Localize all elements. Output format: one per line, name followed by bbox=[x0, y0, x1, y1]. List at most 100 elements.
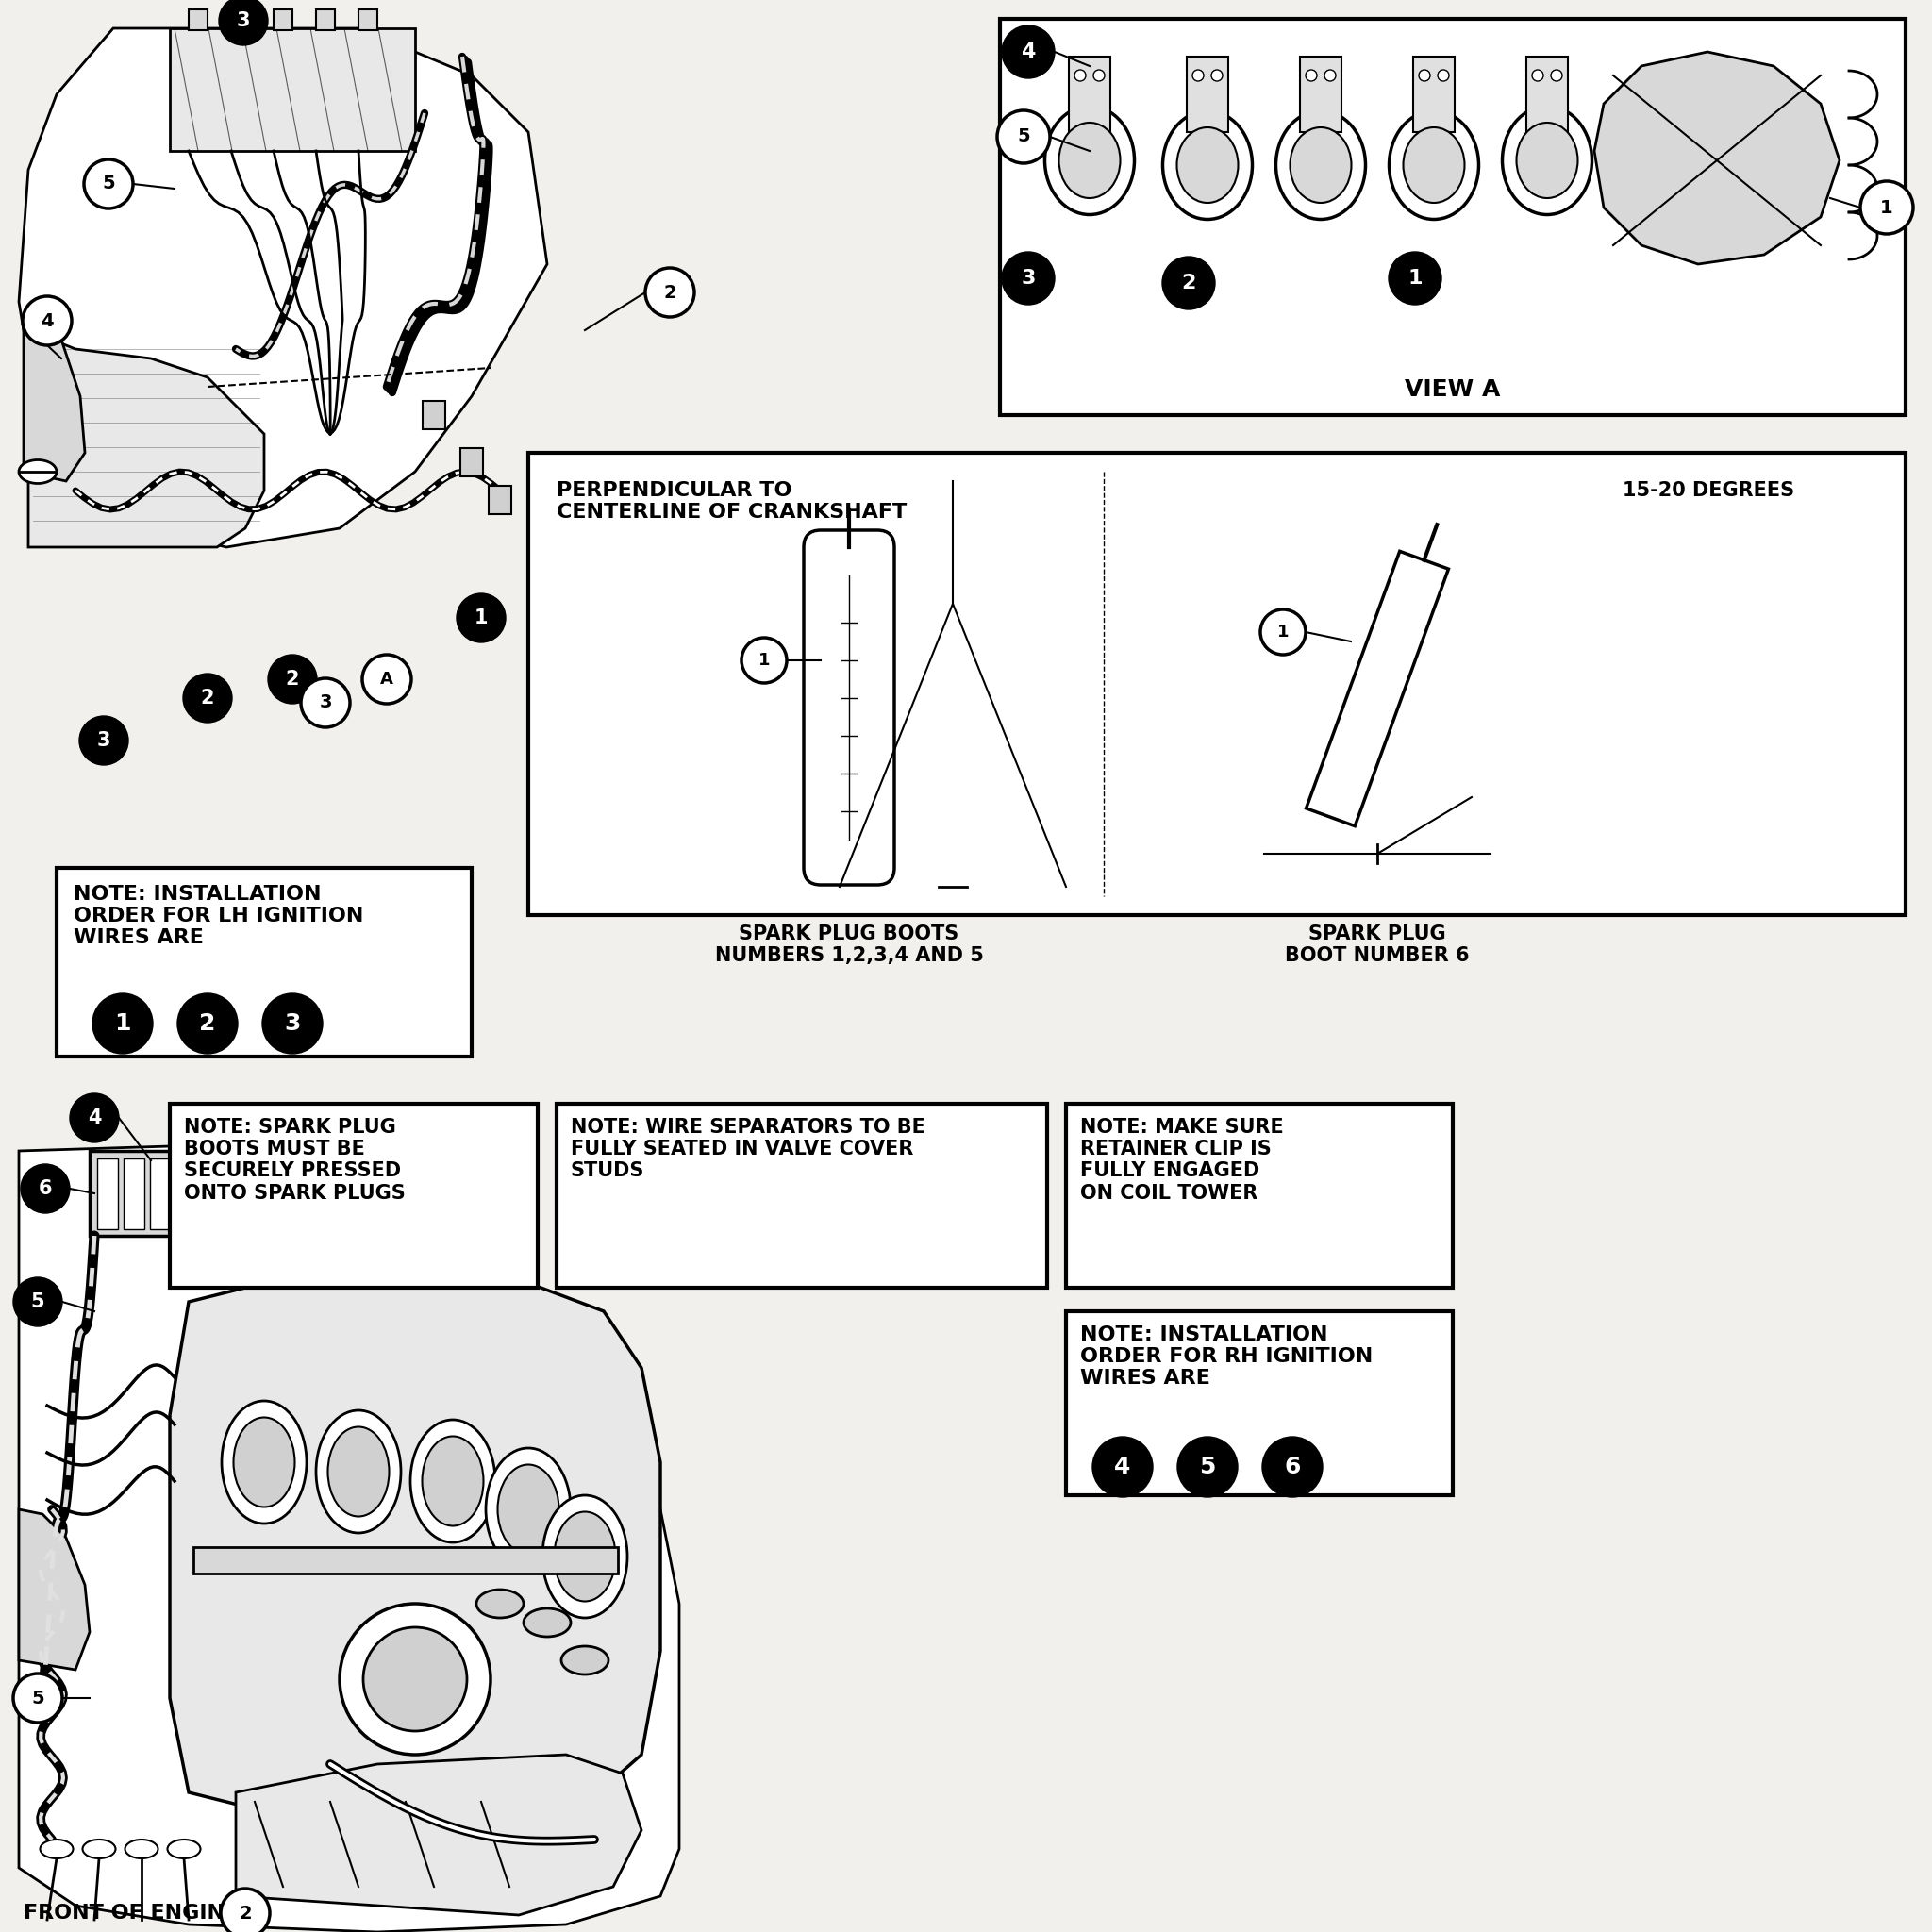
Text: 4: 4 bbox=[87, 1109, 100, 1126]
Circle shape bbox=[218, 0, 269, 44]
Text: 3: 3 bbox=[319, 694, 332, 711]
Bar bbox=[232, 10, 249, 31]
Text: NOTE: SPARK PLUG
BOOTS MUST BE
SECURELY PRESSED
ONTO SPARK PLUGS: NOTE: SPARK PLUG BOOTS MUST BE SECURELY … bbox=[184, 1119, 406, 1202]
Text: 4: 4 bbox=[1020, 43, 1036, 62]
Text: 4: 4 bbox=[1115, 1455, 1130, 1478]
Text: PERPENDICULAR TO
CENTERLINE OF CRANKSHAFT: PERPENDICULAR TO CENTERLINE OF CRANKSHAF… bbox=[556, 481, 906, 522]
Text: 6: 6 bbox=[1285, 1455, 1300, 1478]
Circle shape bbox=[14, 1673, 62, 1723]
Circle shape bbox=[1177, 1437, 1238, 1497]
Bar bbox=[359, 10, 377, 31]
Ellipse shape bbox=[543, 1495, 628, 1617]
Circle shape bbox=[301, 678, 350, 726]
Circle shape bbox=[1437, 70, 1449, 81]
Bar bbox=[1412, 56, 1455, 131]
Text: 1: 1 bbox=[114, 1012, 131, 1036]
Bar bbox=[89, 1151, 184, 1236]
Bar bbox=[1300, 56, 1341, 131]
Ellipse shape bbox=[328, 1428, 388, 1517]
Polygon shape bbox=[23, 321, 85, 481]
Polygon shape bbox=[170, 1273, 661, 1839]
Text: 5: 5 bbox=[1016, 128, 1030, 145]
Text: SPARK PLUG
BOOT NUMBER 6: SPARK PLUG BOOT NUMBER 6 bbox=[1285, 925, 1470, 966]
Ellipse shape bbox=[19, 460, 56, 483]
Text: NOTE: WIRE SEPARATORS TO BE
FULLY SEATED IN VALVE COVER
STUDS: NOTE: WIRE SEPARATORS TO BE FULLY SEATED… bbox=[570, 1119, 925, 1180]
Ellipse shape bbox=[562, 1646, 609, 1675]
Ellipse shape bbox=[524, 1609, 570, 1636]
Text: 4: 4 bbox=[41, 311, 54, 330]
Circle shape bbox=[1260, 609, 1306, 655]
Bar bbox=[527, 452, 1905, 916]
Text: 5: 5 bbox=[1200, 1455, 1215, 1478]
Circle shape bbox=[1389, 251, 1441, 305]
Circle shape bbox=[269, 655, 317, 703]
Bar bbox=[317, 10, 334, 31]
Ellipse shape bbox=[1503, 106, 1592, 214]
Circle shape bbox=[79, 717, 128, 765]
Circle shape bbox=[1192, 70, 1204, 81]
Circle shape bbox=[178, 993, 238, 1053]
Ellipse shape bbox=[554, 1511, 616, 1602]
Circle shape bbox=[742, 638, 786, 684]
Circle shape bbox=[1074, 70, 1086, 81]
Bar bbox=[170, 1103, 537, 1289]
Ellipse shape bbox=[1059, 122, 1121, 199]
Text: 3: 3 bbox=[284, 1012, 301, 1036]
Circle shape bbox=[1306, 70, 1318, 81]
Text: 2: 2 bbox=[201, 688, 214, 707]
Circle shape bbox=[1094, 70, 1105, 81]
Ellipse shape bbox=[83, 1839, 116, 1859]
Bar bbox=[423, 402, 444, 429]
Text: 2: 2 bbox=[1180, 274, 1196, 292]
Bar bbox=[1066, 1103, 1453, 1289]
Bar bbox=[489, 485, 512, 514]
Ellipse shape bbox=[234, 1418, 296, 1507]
Text: 5: 5 bbox=[31, 1689, 44, 1708]
Circle shape bbox=[1262, 1437, 1323, 1497]
Text: 1: 1 bbox=[1408, 269, 1422, 288]
Circle shape bbox=[220, 1889, 270, 1932]
Ellipse shape bbox=[1517, 122, 1578, 199]
Bar bbox=[193, 1548, 618, 1573]
Circle shape bbox=[1092, 1437, 1153, 1497]
Text: 6: 6 bbox=[39, 1179, 52, 1198]
Text: 1: 1 bbox=[1880, 199, 1893, 216]
Circle shape bbox=[21, 1165, 70, 1213]
Ellipse shape bbox=[485, 1449, 570, 1571]
Bar bbox=[274, 10, 292, 31]
Bar bbox=[1001, 19, 1905, 415]
Text: NOTE: MAKE SURE
RETAINER CLIP IS
FULLY ENGAGED
ON COIL TOWER: NOTE: MAKE SURE RETAINER CLIP IS FULLY E… bbox=[1080, 1119, 1283, 1202]
Bar bbox=[1526, 56, 1569, 131]
Text: 1: 1 bbox=[757, 651, 771, 668]
Polygon shape bbox=[19, 1509, 89, 1669]
Circle shape bbox=[340, 1604, 491, 1754]
Ellipse shape bbox=[1403, 128, 1464, 203]
Text: 2: 2 bbox=[286, 670, 299, 688]
Circle shape bbox=[263, 993, 323, 1053]
Polygon shape bbox=[1306, 551, 1449, 827]
Polygon shape bbox=[1594, 52, 1839, 265]
Circle shape bbox=[363, 1627, 468, 1731]
Text: FRONT OF ENGINE: FRONT OF ENGINE bbox=[23, 1903, 240, 1922]
Circle shape bbox=[1003, 251, 1055, 305]
Circle shape bbox=[1163, 257, 1215, 309]
Bar bbox=[189, 10, 207, 31]
Text: SPARK PLUG BOOTS
NUMBERS 1,2,3,4 AND 5: SPARK PLUG BOOTS NUMBERS 1,2,3,4 AND 5 bbox=[715, 925, 983, 966]
Text: 5: 5 bbox=[102, 176, 114, 193]
Bar bbox=[170, 29, 415, 151]
Circle shape bbox=[1551, 70, 1563, 81]
Circle shape bbox=[14, 1277, 62, 1327]
Bar bbox=[56, 867, 471, 1057]
Ellipse shape bbox=[222, 1401, 307, 1524]
Bar bbox=[1068, 56, 1111, 131]
Text: 2: 2 bbox=[240, 1905, 251, 1922]
FancyBboxPatch shape bbox=[804, 529, 895, 885]
Circle shape bbox=[93, 993, 153, 1053]
Circle shape bbox=[1325, 70, 1335, 81]
Bar bbox=[124, 1159, 145, 1229]
Ellipse shape bbox=[477, 1590, 524, 1617]
Polygon shape bbox=[29, 330, 265, 547]
Ellipse shape bbox=[498, 1464, 558, 1553]
Text: 1: 1 bbox=[1277, 624, 1289, 641]
Text: VIEW A: VIEW A bbox=[1405, 379, 1501, 402]
